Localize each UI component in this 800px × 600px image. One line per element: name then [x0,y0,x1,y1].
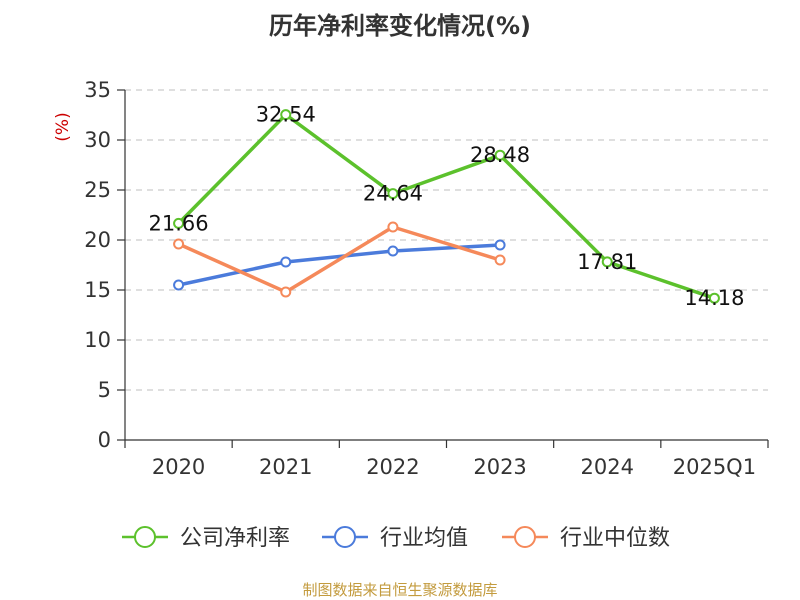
data-labels: 21.66 32.54 24.64 28.48 17.81 14.18 [149,103,745,311]
series-line-2 [176,225,502,294]
axes: 0 5 10 15 20 25 30 35 2020 2021 2022 2023 2024 2025Q1 [84,78,769,479]
series-line-0 [176,112,717,300]
data-point-0-2020 [173,217,185,229]
chart-title: 历年净利率变化情况(%) [269,12,531,40]
x-tick-label-2020: 2020 [152,455,205,479]
data-point-1-2022 [387,245,399,257]
gridlines [125,89,768,391]
legend-swatch-marker [334,526,356,548]
data-label-2025Q1: 14.18 [684,286,744,310]
legend-item-2: 行业中位数 [502,526,670,551]
x-tick-label-2025Q1: 2025Q1 [673,455,756,479]
data-label-2020: 21.66 [149,211,209,235]
data-point-0-2024 [601,256,613,268]
y-tick-label-25: 25 [84,178,111,202]
y-tick-label-0: 0 [98,428,111,452]
data-point-1-2021 [280,256,292,268]
data-point-1-2023 [494,239,506,251]
legend: 公司净利率 行业均值 行业中位数 [122,526,670,551]
series-line-1 [176,243,502,287]
legend-label: 行业均值 [380,526,468,551]
y-tick-label-15: 15 [84,278,111,302]
legend-item-0: 公司净利率 [122,526,290,551]
data-point-1-2020 [173,279,185,291]
data-point-2-2022 [387,221,399,233]
data-point-0-2025Q1 [708,292,720,304]
data-point-0-2021 [280,109,292,121]
y-tick-label-35: 35 [84,78,111,102]
data-point-0-2023 [494,149,506,161]
legend-swatch-marker [134,526,156,548]
legend-label: 公司净利率 [180,526,290,551]
data-label-2022: 24.64 [363,182,423,206]
data-point-2-2021 [280,286,292,298]
y-tick-label-30: 30 [84,128,111,152]
data-label-2024: 17.81 [577,250,637,274]
legend-item-1: 行业均值 [322,526,468,551]
data-label-2021: 32.54 [256,103,316,127]
x-tick-label-2023: 2023 [473,455,526,479]
x-tick-label-2024: 2024 [581,455,634,479]
data-point-2-2020 [173,238,185,250]
data-point-2-2023 [494,254,506,266]
x-tick-label-2022: 2022 [366,455,419,479]
y-tick-label-10: 10 [84,328,111,352]
legend-label: 行业中位数 [560,526,670,551]
y-tick-label-20: 20 [84,228,111,252]
source-note: 制图数据来自恒生聚源数据库 [302,581,497,599]
series-group [173,109,720,304]
data-point-0-2022 [387,188,399,200]
y-tick-label-5: 5 [98,378,111,402]
x-tick-label-2021: 2021 [259,455,312,479]
legend-swatch-marker [514,526,536,548]
data-label-2023: 28.48 [470,143,530,167]
y-axis-label: (%) [53,112,73,141]
